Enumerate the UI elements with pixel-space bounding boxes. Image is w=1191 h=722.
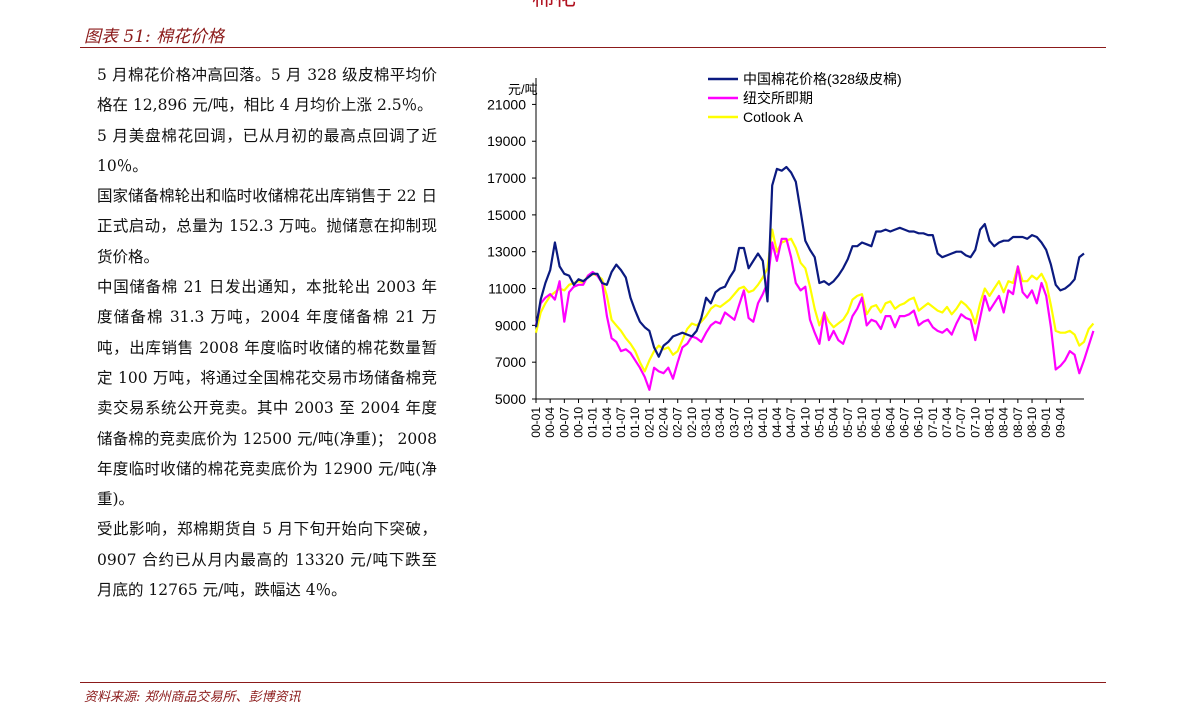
x-tick-label-03-04: 03-04 xyxy=(713,407,727,438)
x-tick-label-07-10: 07-10 xyxy=(968,407,982,438)
x-tick-label-02-04: 02-04 xyxy=(657,407,671,438)
y-tick-label-5000: 5000 xyxy=(495,391,526,407)
x-tick-label-03-10: 03-10 xyxy=(742,407,756,438)
x-tick-label-03-01: 03-01 xyxy=(699,407,713,438)
x-tick-label-06-04: 06-04 xyxy=(883,407,897,438)
y-tick-label-17000: 17000 xyxy=(487,170,526,186)
commentary-text: 5 月棉花价格冲高回落。5 月 328 级皮棉平均价格在 12,896 元/吨，… xyxy=(97,60,437,605)
x-tick-label-08-04: 08-04 xyxy=(997,407,1011,438)
x-tick-label-00-07: 00-07 xyxy=(557,407,571,438)
cotton-price-chart: 元/吨 5000 7000 9000 11000 13000 15000 17000 19000… xyxy=(470,60,1110,460)
paragraph-4: 中国储备棉 21 日发出通知，本批轮出 2003 年度储备棉 31.3 万吨，2… xyxy=(97,278,437,509)
x-tick-label-04-01: 04-01 xyxy=(756,407,770,438)
source-note: 资料来源: 郑州商品交易所、彭博资讯 xyxy=(84,690,301,705)
china-cotton-price-line xyxy=(534,165,1085,358)
x-tick-label-05-10: 05-10 xyxy=(855,407,869,438)
y-tick-label-11000: 11000 xyxy=(488,281,526,297)
x-tick-label-07-07: 07-07 xyxy=(954,407,968,438)
x-tick-label-07-04: 07-04 xyxy=(940,407,954,438)
x-tick-label-04-10: 04-10 xyxy=(798,407,812,438)
x-tick-label-00-04: 00-04 xyxy=(543,407,557,438)
y-tick-label-21000: 21000 xyxy=(487,96,526,112)
paragraph-1: 5 月棉花价格冲高回落。5 月 328 级皮棉平均价格在 12,896 元/吨，… xyxy=(97,66,437,115)
y-tick-label-9000: 9000 xyxy=(495,317,526,333)
x-tick-label-07-01: 07-01 xyxy=(926,407,940,438)
x-tick-label-03-07: 03-07 xyxy=(727,407,741,438)
legend-china-cotton-label: 中国棉花价格(328级皮棉) xyxy=(743,71,902,87)
x-tick-label-04-04: 04-04 xyxy=(770,407,784,438)
top-rule xyxy=(80,47,1106,48)
x-tick-label-00-10: 00-10 xyxy=(572,407,586,438)
x-tick-label-01-01: 01-01 xyxy=(586,407,600,438)
x-tick-label-04-07: 04-07 xyxy=(784,407,798,438)
x-tick-label-01-04: 01-04 xyxy=(600,407,614,438)
x-tick-label-02-10: 02-10 xyxy=(685,407,699,438)
x-tick-label-05-04: 05-04 xyxy=(827,407,841,438)
y-tick-label-19000: 19000 xyxy=(487,133,526,149)
y-tick-label-13000: 13000 xyxy=(487,244,526,260)
paragraph-3: 国家储备棉轮出和临时收储棉花出库销售于 22 日正式启动，总量为 152.3 万… xyxy=(97,187,437,266)
paragraph-5: 受此影响，郑棉期货自 5 月下旬开始向下突破，0907 合约已从月内最高的 13… xyxy=(97,520,437,600)
y-axis-label: 元/吨 xyxy=(508,82,538,97)
y-tick-label-7000: 7000 xyxy=(495,354,526,370)
header-clip: 棉花 xyxy=(532,0,576,10)
legend-cotlook-a-label: Cotlook A xyxy=(743,109,804,125)
x-tick-label-06-01: 06-01 xyxy=(869,407,883,438)
x-tick-label-02-01: 02-01 xyxy=(642,407,656,438)
cotlook-a-line xyxy=(534,228,1095,373)
x-tick-label-01-07: 01-07 xyxy=(614,407,628,438)
figure-title: 图表 51: 棉花价格 xyxy=(84,27,225,47)
paragraph-2: 5 月美盘棉花回调，已从月初的最高点回调了近 10％。 xyxy=(97,126,437,175)
bottom-rule xyxy=(80,682,1106,683)
x-tick-label-00-01: 00-01 xyxy=(529,407,543,438)
x-tick-label-08-01: 08-01 xyxy=(983,407,997,438)
x-tick-label-08-07: 08-07 xyxy=(1011,407,1025,438)
chart-svg: 元/吨 5000 7000 9000 11000 13000 15000 17000 19000… xyxy=(487,71,1095,438)
x-tick-label-06-07: 06-07 xyxy=(897,407,911,438)
x-tick-label-01-10: 01-10 xyxy=(628,407,642,438)
x-tick-label-08-10: 08-10 xyxy=(1025,407,1039,438)
x-tick-label-05-07: 05-07 xyxy=(841,407,855,438)
nybot-spot-line xyxy=(534,237,1095,391)
legend-nybot-spot-label: 纽交所即期 xyxy=(743,90,813,106)
y-tick-label-15000: 15000 xyxy=(487,207,526,223)
x-tick-label-02-07: 02-07 xyxy=(671,407,685,438)
x-tick-label-05-01: 05-01 xyxy=(812,407,826,438)
x-tick-label-06-10: 06-10 xyxy=(912,407,926,438)
x-tick-label-09-01: 09-01 xyxy=(1039,407,1053,438)
x-tick-label-09-04: 09-04 xyxy=(1053,407,1067,438)
